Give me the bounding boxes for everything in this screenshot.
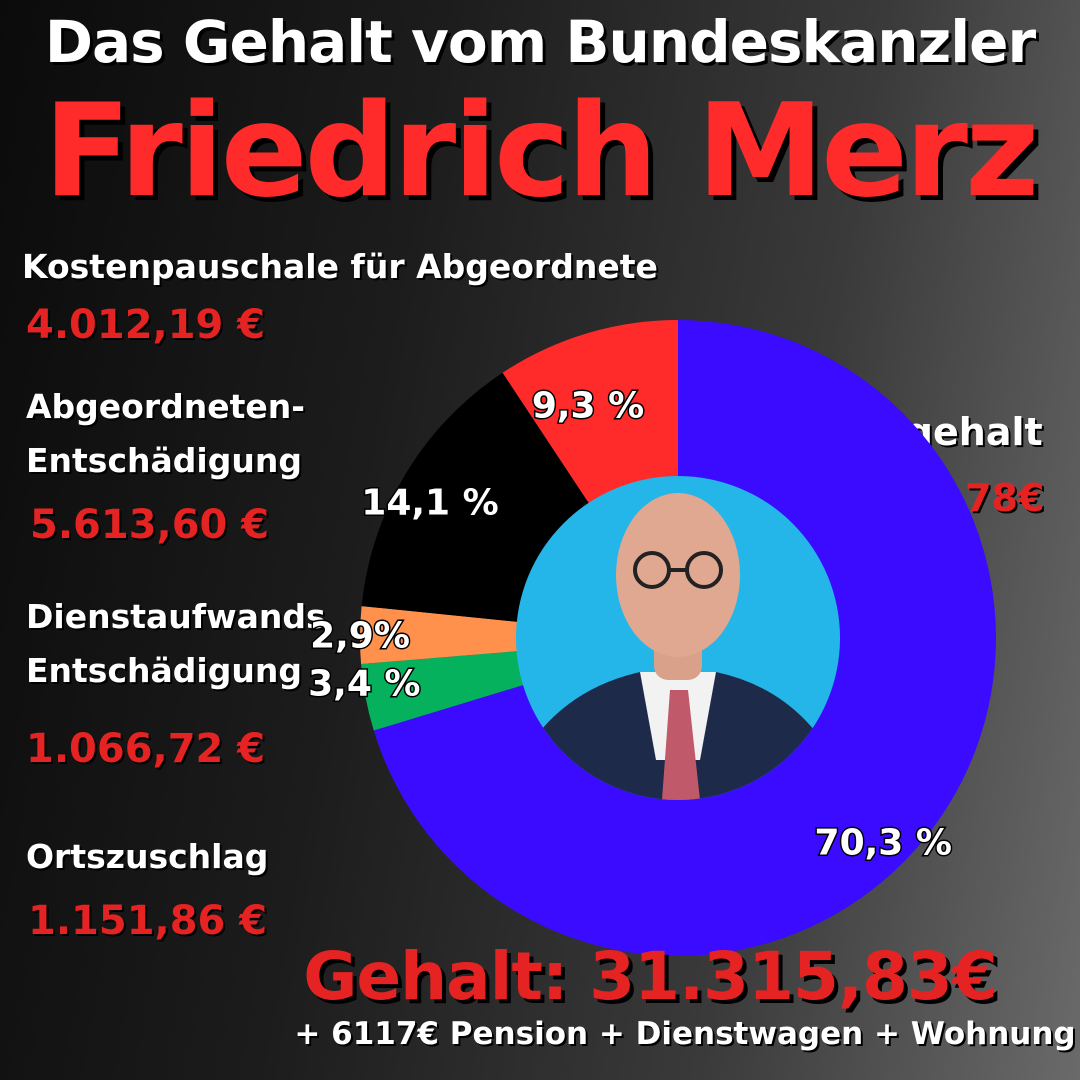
face-shape [616,493,740,657]
legend-label-ortszuschlag: Ortszuschlag [26,837,269,876]
slice-label-2: 2,9% [310,616,410,657]
legend-label-dienstaufwand-1: Dienstaufwands [26,597,326,636]
slice-label-1: 3,4 % [308,664,420,705]
legend-label-dienstaufwand-2: Entschädigung [26,651,302,690]
legend-label-abgeordneten-1: Abgeordneten- [26,387,305,426]
legend-label-abgeordneten-2: Entschädigung [26,441,302,480]
tie-shape [662,690,700,800]
slice-label-4: 9,3 % [532,385,644,426]
slice-label-0: 70,3 % [815,823,952,864]
legend-value-ortszuschlag: 1.151,86 € [28,898,268,944]
legend-value-dienstaufwand: 1.066,72 € [26,726,266,772]
headline-name: Friedrich Merz [43,77,1039,226]
slice-label-3: 14,1 % [361,482,498,523]
headline-top: Das Gehalt vom Bundeskanzler [44,8,1036,76]
legend-value-abgeordneten: 5.613,60 € [30,502,270,548]
extras-text: + 6117€ Pension + Dienstwagen + Wohnung [294,1016,1076,1052]
total-salary: Gehalt: 31.315,83€ [303,938,998,1015]
legend-value-kostenpauschale: 4.012,19 € [26,302,266,348]
legend-label-kostenpauschale: Kostenpauschale für Abgeordnete [22,247,658,286]
